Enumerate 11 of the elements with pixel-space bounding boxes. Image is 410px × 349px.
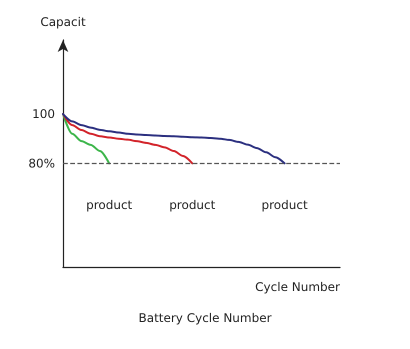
y-tick-label: 80%: [28, 156, 55, 170]
line-series: [62, 113, 110, 164]
y-tick-label: 100: [32, 107, 55, 122]
y-axis-title: Capacit: [40, 15, 86, 29]
annotation: product: [262, 198, 308, 212]
annotation: product: [169, 198, 216, 212]
x-axis-title: Cycle Number: [255, 280, 340, 294]
line-series: [62, 113, 286, 164]
line-series: [62, 113, 194, 164]
annotation: product: [86, 198, 133, 212]
text: Battery Cycle Number: [138, 311, 272, 325]
